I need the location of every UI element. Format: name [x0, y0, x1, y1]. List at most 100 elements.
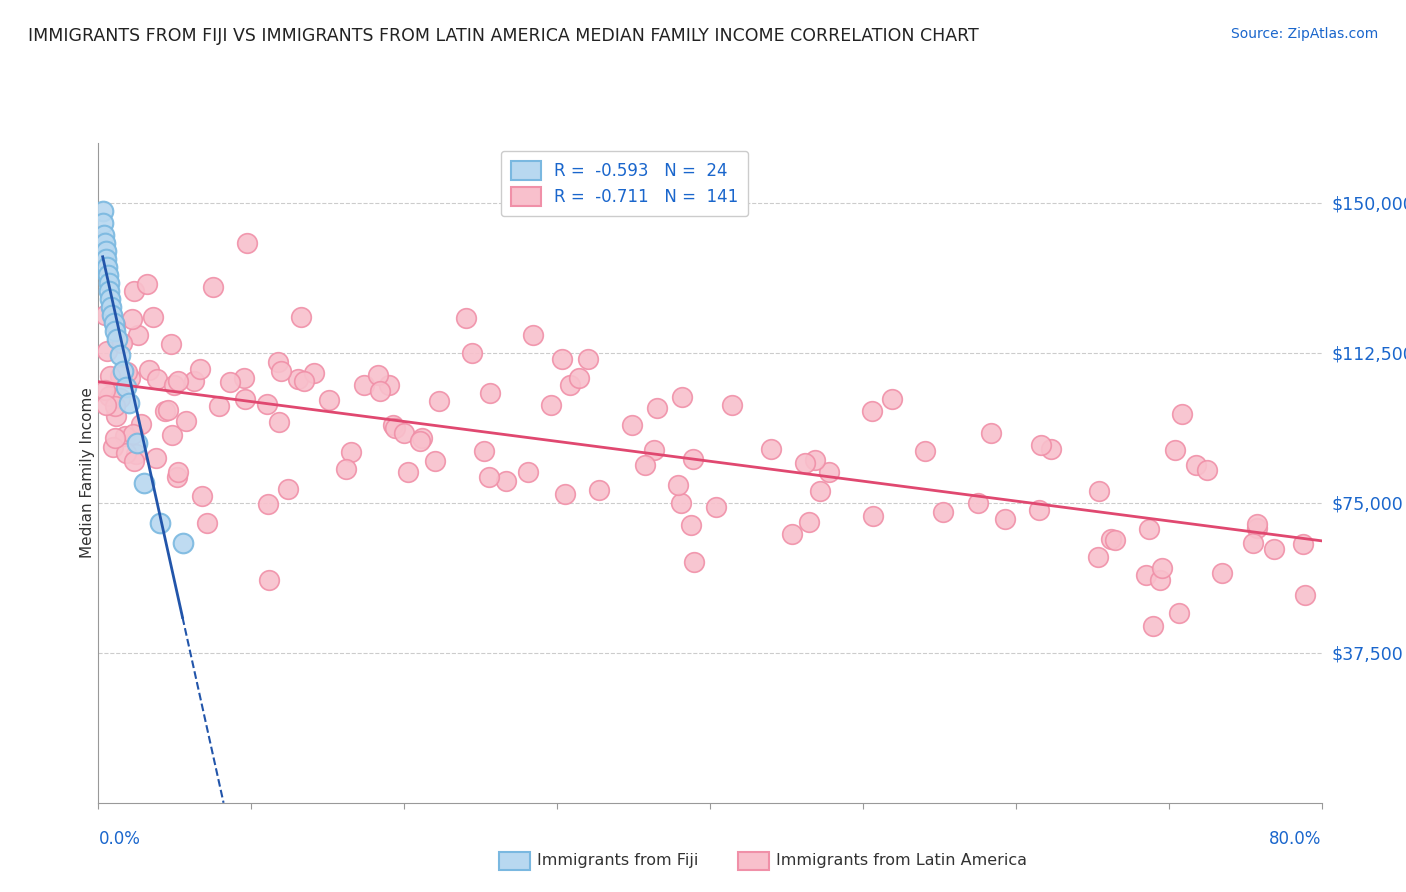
Point — [183, 374, 205, 388]
Point — [96, 260, 118, 274]
Point — [266, 355, 288, 369]
Point — [118, 371, 141, 385]
Point — [302, 366, 325, 380]
Point — [423, 453, 446, 467]
Point — [1150, 561, 1173, 575]
Point — [1137, 522, 1160, 536]
Point — [208, 399, 231, 413]
Point — [1087, 550, 1109, 565]
Point — [666, 478, 689, 492]
Point — [97, 268, 120, 282]
Point — [100, 300, 122, 314]
Point — [860, 404, 883, 418]
Point — [967, 496, 990, 510]
Point — [163, 378, 186, 392]
Point — [235, 392, 257, 406]
Point — [478, 470, 501, 484]
Point — [794, 457, 817, 471]
Point — [368, 384, 391, 399]
Point — [167, 465, 190, 479]
Text: Immigrants from Fiji: Immigrants from Fiji — [537, 854, 699, 868]
Point — [141, 310, 163, 324]
Point — [108, 391, 131, 405]
Point — [134, 475, 156, 490]
Point — [1099, 533, 1122, 547]
Point — [818, 465, 841, 479]
Point — [932, 505, 955, 519]
Point — [94, 244, 117, 258]
Point — [558, 377, 581, 392]
Point — [174, 414, 197, 428]
Point — [1211, 566, 1233, 580]
Point — [136, 277, 159, 291]
Point — [1031, 438, 1053, 452]
Point — [111, 336, 134, 351]
Point — [125, 435, 148, 450]
Point — [94, 398, 117, 412]
Point — [378, 377, 401, 392]
Point — [153, 404, 176, 418]
Point — [94, 383, 117, 397]
Point — [479, 386, 502, 401]
Point — [127, 328, 149, 343]
Point — [104, 318, 127, 333]
Point — [551, 351, 574, 366]
Point — [588, 483, 610, 498]
Point — [122, 284, 145, 298]
Point — [576, 352, 599, 367]
Point — [98, 369, 121, 384]
Point — [233, 371, 256, 385]
Point — [683, 555, 706, 569]
Point — [318, 392, 340, 407]
Point — [1263, 541, 1285, 556]
Point — [384, 421, 406, 435]
Point — [568, 371, 591, 385]
Point — [94, 235, 117, 250]
Point — [367, 368, 389, 382]
Point — [195, 516, 218, 530]
Point — [157, 403, 180, 417]
Point — [392, 426, 415, 441]
Point — [160, 336, 183, 351]
Point — [396, 465, 419, 479]
Point — [797, 515, 820, 529]
Point — [1028, 503, 1050, 517]
Point — [980, 426, 1002, 441]
Point — [290, 310, 312, 325]
Point — [1087, 484, 1109, 499]
Point — [914, 444, 936, 458]
Point — [146, 372, 169, 386]
Point — [682, 451, 704, 466]
Point — [472, 443, 495, 458]
Point — [114, 446, 136, 460]
Point — [105, 332, 128, 346]
Point — [862, 508, 884, 523]
Point — [340, 444, 363, 458]
Y-axis label: Median Family Income: Median Family Income — [80, 387, 94, 558]
Point — [97, 389, 120, 403]
Point — [1246, 521, 1268, 535]
Point — [104, 400, 127, 414]
Point — [292, 374, 315, 388]
Text: 0.0%: 0.0% — [98, 830, 141, 847]
Point — [172, 535, 194, 549]
Point — [1171, 408, 1194, 422]
Point — [101, 308, 124, 322]
Point — [411, 431, 433, 445]
Point — [1195, 463, 1218, 477]
Point — [201, 280, 224, 294]
Point — [269, 415, 291, 429]
Point — [1142, 619, 1164, 633]
Point — [1104, 533, 1126, 548]
Point — [1039, 442, 1062, 456]
Point — [98, 292, 121, 306]
Point — [808, 484, 831, 499]
Point — [114, 428, 136, 442]
Point — [522, 327, 544, 342]
Point — [495, 474, 517, 488]
Point — [108, 348, 131, 362]
Point — [461, 345, 484, 359]
Point — [780, 527, 803, 541]
Point — [1135, 567, 1157, 582]
Point — [1294, 588, 1316, 602]
